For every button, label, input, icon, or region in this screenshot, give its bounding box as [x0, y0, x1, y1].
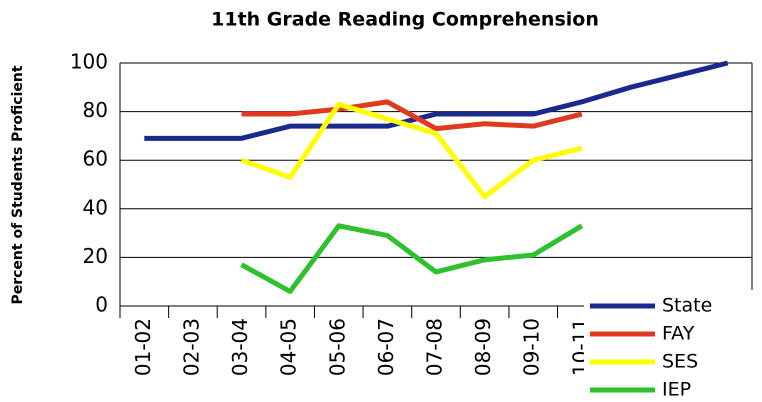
x-tick-label: 08-09	[471, 318, 495, 376]
y-tick-label: 80	[83, 98, 108, 122]
x-tick-label: 04-05	[277, 318, 301, 376]
legend-label: SES	[662, 351, 698, 373]
series-line	[240, 223, 584, 294]
chart-title: 11th Grade Reading Comprehension	[211, 9, 599, 31]
x-tick-label: 01-02	[131, 318, 155, 376]
series-line	[144, 60, 729, 141]
legend-label: FAY	[662, 323, 695, 345]
x-tick-label: 09-10	[520, 318, 544, 376]
y-tick-label: 40	[83, 195, 108, 219]
y-axis-label: Percent of Students Proficient	[10, 65, 26, 304]
y-tick-label: 60	[83, 147, 108, 171]
series-line	[240, 101, 583, 200]
x-tick-label: 05-06	[325, 318, 349, 376]
legend-label: State	[662, 295, 712, 317]
x-tick-label: 07-08	[423, 318, 447, 376]
legend-label: IEP	[662, 379, 691, 401]
series-line	[241, 99, 583, 132]
y-tick-label: 20	[83, 244, 108, 268]
y-tick-label: 100	[70, 50, 108, 74]
x-tick-label: 06-07	[374, 318, 398, 376]
legend-box	[584, 290, 762, 402]
x-tick-label: 03-04	[228, 318, 252, 376]
x-tick-label: 02-03	[179, 318, 203, 376]
y-tick-label: 0	[95, 293, 108, 317]
